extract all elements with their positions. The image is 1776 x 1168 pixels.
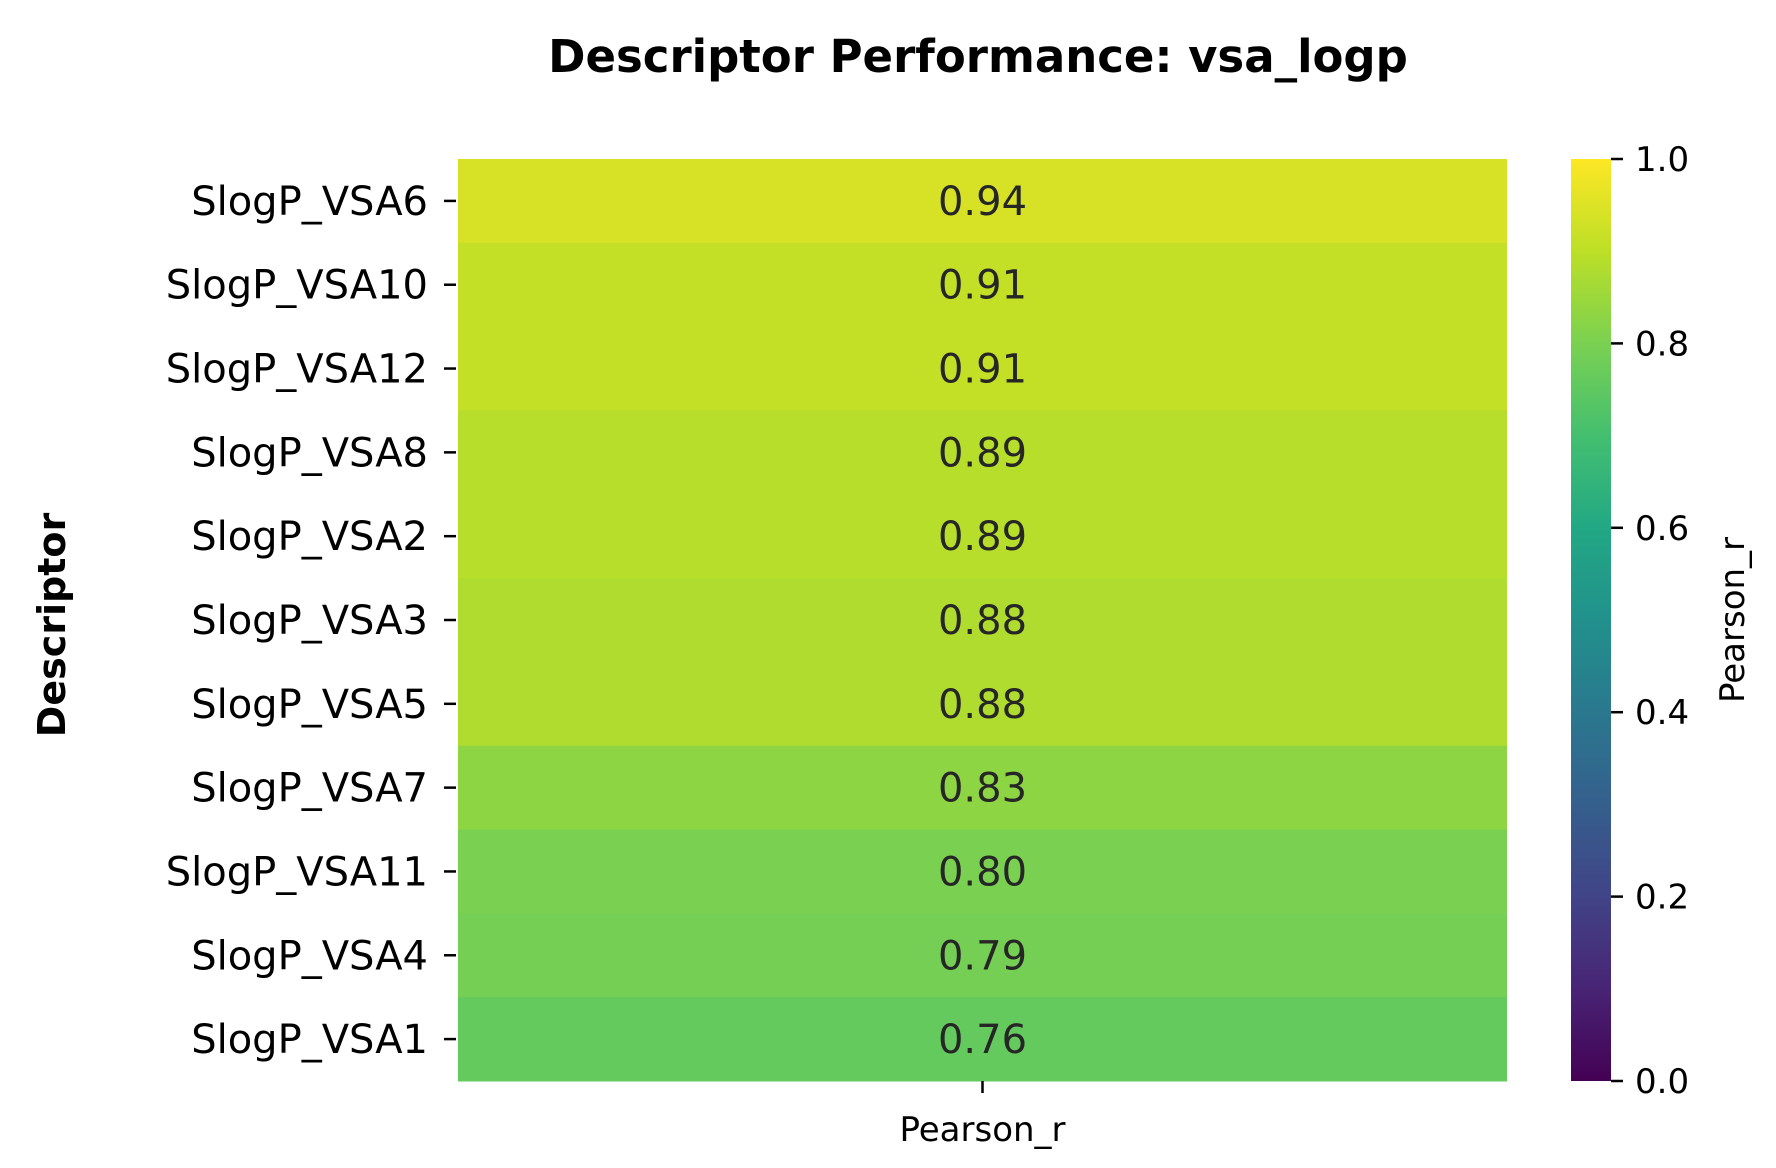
row-tick-label: SlogP_VSA1: [191, 1017, 428, 1063]
row-tick-labels: SlogP_VSA6 SlogP_VSA10 SlogP_VSA12 SlogP_VS…: [166, 179, 456, 1063]
colorbar-label: Pearson_r: [1713, 537, 1753, 703]
row-tick-label: SlogP_VSA10: [166, 263, 428, 309]
colorbar-tick-label: 0.8: [1635, 324, 1689, 364]
heatmap-cell: [458, 410, 1507, 495]
colorbar: [1571, 159, 1611, 1081]
colorbar-tick-label: 1.0: [1635, 140, 1689, 180]
cell-value-label: 0.91: [938, 347, 1027, 393]
colorbar-ticks: 0.0 0.2 0.4 0.6 0.8 1.0: [1611, 140, 1689, 1102]
heatmap-cells: [458, 159, 1507, 1082]
heatmap-cell: [458, 745, 1507, 831]
colorbar-tick-label: 0.0: [1635, 1062, 1689, 1102]
heatmap-cell: [458, 326, 1507, 411]
heatmap-cell: [458, 494, 1507, 579]
y-axis-label: Descriptor: [30, 513, 74, 738]
colorbar-tick-label: 0.2: [1635, 878, 1689, 918]
heatmap-cell: [458, 159, 1507, 244]
cell-value-label: 0.76: [938, 1017, 1027, 1063]
cell-value-label: 0.89: [938, 514, 1027, 560]
cell-value-label: 0.80: [938, 849, 1027, 895]
row-tick-label: SlogP_VSA6: [191, 179, 428, 225]
heatmap-cell: [458, 913, 1507, 998]
row-tick-label: SlogP_VSA7: [191, 766, 428, 812]
heatmap-cell: [458, 578, 1507, 663]
colorbar-tick-label: 0.4: [1635, 693, 1689, 733]
heatmap-cell-labels: 0.94 0.91 0.91 0.89 0.89 0.88 0.88 0.83 0.80 0.79…: [938, 179, 1027, 1063]
heatmap-cell: [458, 242, 1507, 328]
row-tick-label: SlogP_VSA2: [191, 514, 428, 560]
row-tick-label: SlogP_VSA12: [166, 347, 428, 393]
row-tick-label: SlogP_VSA4: [191, 933, 428, 979]
heatmap-cell: [458, 661, 1507, 747]
column-tick-labels: Pearson_r: [899, 1081, 1066, 1150]
cell-value-label: 0.88: [938, 598, 1027, 644]
row-tick-label: SlogP_VSA11: [166, 849, 428, 895]
colorbar-tick-label: 0.6: [1635, 509, 1689, 549]
cell-value-label: 0.91: [938, 263, 1027, 309]
cell-value-label: 0.79: [938, 933, 1027, 979]
row-tick-label: SlogP_VSA5: [191, 682, 428, 728]
heatmap-cell: [458, 829, 1507, 914]
row-tick-label: SlogP_VSA8: [191, 430, 428, 476]
cell-value-label: 0.88: [938, 682, 1027, 728]
cell-value-label: 0.83: [938, 766, 1027, 812]
heatmap-cell: [458, 997, 1507, 1082]
cell-value-label: 0.94: [938, 179, 1027, 225]
row-tick-label: SlogP_VSA3: [191, 598, 428, 644]
column-tick-label: Pearson_r: [899, 1110, 1065, 1150]
chart-title: Descriptor Performance: vsa_logp: [548, 30, 1408, 83]
cell-value-label: 0.89: [938, 430, 1027, 476]
